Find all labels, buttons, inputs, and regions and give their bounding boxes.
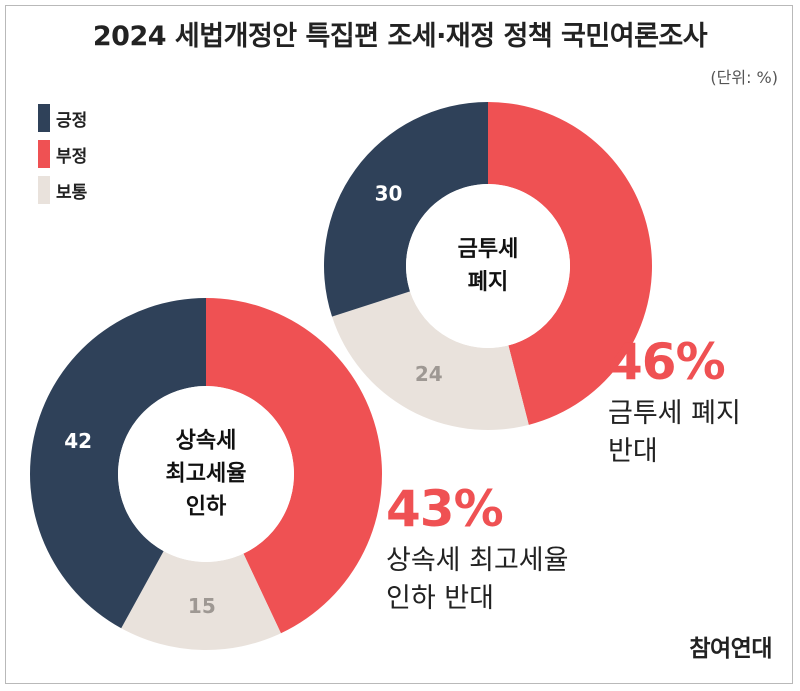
donut-1-center-label: 상속세: [176, 429, 237, 454]
callout-inheritance-tax: 43% 상속세 최고세율 인하 반대: [386, 484, 568, 618]
donut-0-hole: [406, 184, 570, 348]
donut-1-center-label: 인하: [186, 495, 227, 520]
legend-swatch-negative: [38, 140, 50, 168]
donut-0-slice-2: [324, 102, 488, 317]
callout-text-line: 금투세 폐지: [608, 398, 741, 429]
donut-0-slice-2-label: 30: [375, 182, 403, 206]
donut-0-center-label: 금투세: [458, 237, 519, 262]
donut-1-slice-2-label: 42: [64, 429, 92, 453]
donut-0-center-label: 폐지: [468, 270, 508, 295]
callout-value: 46%: [608, 333, 726, 391]
legend-swatch-neutral: [38, 176, 50, 204]
callout-text-line: 반대: [608, 435, 658, 467]
donut-0-slice-1: [332, 291, 529, 430]
donut-1-slice-2: [30, 298, 207, 629]
unit-label: (단위: %): [710, 68, 778, 87]
brand-logo: 참여연대: [689, 636, 772, 662]
legend-item-neutral: 보통: [38, 172, 87, 208]
callout-value: 43%: [386, 480, 504, 538]
donut-0-slice-1-label: 24: [415, 362, 443, 386]
legend-swatch-positive: [38, 104, 50, 132]
chart-title: 2024 세법개정안 특집편 조세·재정 정책 국민여론조사: [92, 21, 708, 52]
legend-item-positive: 긍정: [38, 100, 87, 136]
legend-label-negative: 부정: [56, 146, 88, 167]
legend-item-negative: 부정: [38, 136, 87, 172]
callout-text: 금투세 폐지 반대: [608, 395, 741, 471]
donut-0-slice-0: [488, 102, 652, 425]
callout-text-line: 인하 반대: [386, 582, 494, 614]
donut-1-slice-1: [121, 551, 281, 650]
donut-1-slice-0: [206, 298, 383, 634]
donut-1-center-label: 최고세율: [166, 462, 247, 487]
callout-text-line: 상속세 최고세율: [386, 545, 569, 576]
legend-label-neutral: 보통: [56, 182, 88, 203]
callout-financial-tax: 46% 금투세 폐지 반대: [608, 337, 741, 471]
donut-1-slice-1-label: 15: [188, 594, 216, 618]
callout-text: 상속세 최고세율 인하 반대: [386, 542, 568, 618]
donut-1-hole: [118, 386, 294, 562]
legend-label-positive: 긍정: [56, 110, 88, 131]
legend: 긍정 부정 보통: [38, 100, 87, 208]
